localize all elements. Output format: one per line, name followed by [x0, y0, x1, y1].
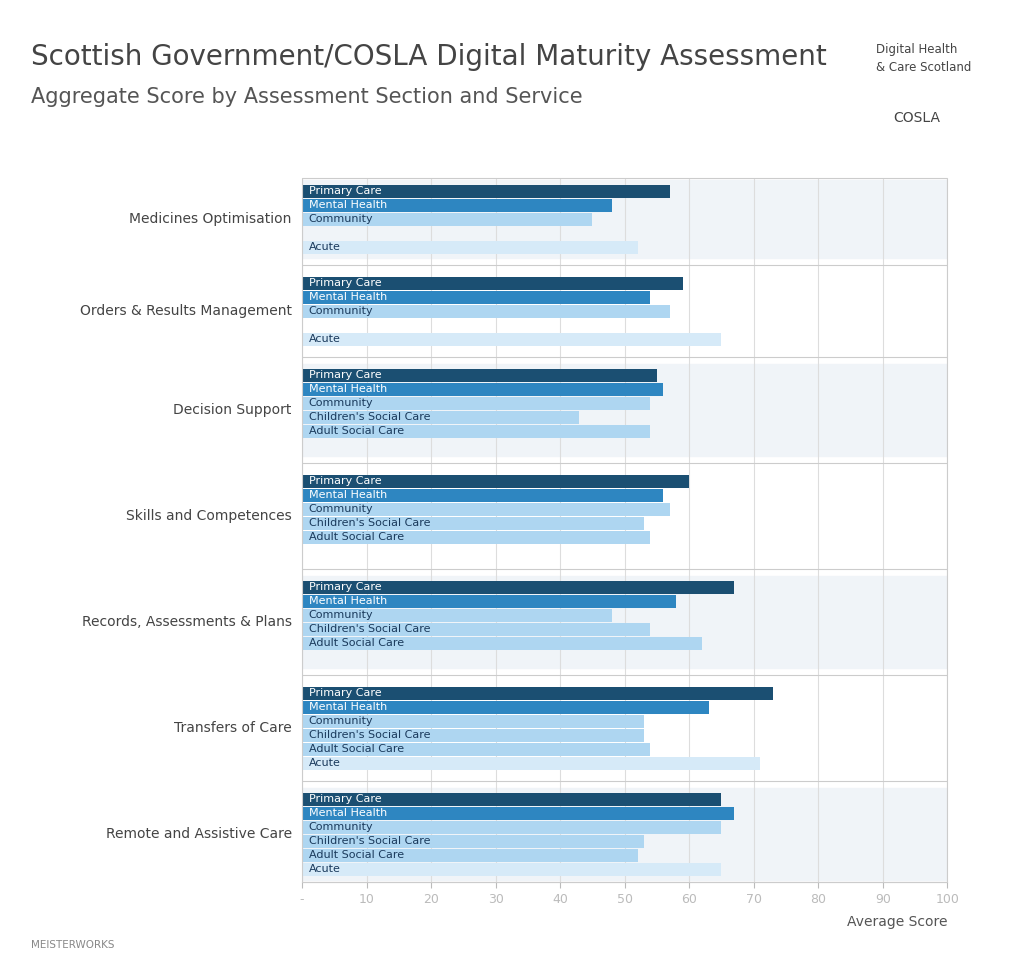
Text: Primary Care: Primary Care: [308, 476, 381, 487]
Bar: [302, 213, 592, 226]
Bar: [302, 503, 670, 516]
Bar: [302, 369, 657, 382]
Text: Mental Health: Mental Health: [308, 201, 387, 210]
Bar: [302, 489, 664, 502]
Text: Children's Social Care: Children's Social Care: [308, 519, 430, 528]
Text: Records, Assessments & Plans: Records, Assessments & Plans: [82, 615, 292, 629]
Text: Primary Care: Primary Care: [308, 582, 381, 592]
Text: Decision Support: Decision Support: [173, 403, 292, 417]
Bar: [302, 272, 947, 350]
Bar: [302, 581, 734, 594]
Bar: [302, 608, 611, 622]
Text: Mental Health: Mental Health: [308, 491, 387, 500]
Bar: [302, 835, 644, 847]
Text: Mental Health: Mental Health: [308, 385, 387, 394]
Bar: [302, 686, 773, 700]
Text: Community: Community: [308, 504, 373, 514]
Bar: [302, 199, 611, 212]
Bar: [302, 180, 947, 258]
Bar: [302, 333, 722, 346]
Bar: [302, 364, 947, 456]
Bar: [302, 792, 722, 806]
Bar: [302, 411, 580, 424]
Text: Mental Health: Mental Health: [308, 703, 387, 712]
Bar: [302, 383, 664, 396]
Bar: [302, 848, 638, 862]
Text: Digital Health
& Care Scotland: Digital Health & Care Scotland: [876, 43, 971, 74]
Text: Adult Social Care: Adult Social Care: [308, 638, 403, 648]
Text: Acute: Acute: [308, 335, 340, 344]
Text: Primary Care: Primary Care: [308, 279, 381, 288]
Text: Primary Care: Primary Care: [308, 370, 381, 381]
Text: Remote and Assistive Care: Remote and Assistive Care: [105, 827, 292, 842]
Text: Community: Community: [308, 822, 373, 832]
Bar: [302, 789, 947, 880]
Bar: [302, 305, 670, 318]
Text: Mental Health: Mental Health: [308, 597, 387, 606]
Text: COSLA: COSLA: [893, 111, 940, 125]
Text: Children's Social Care: Children's Social Care: [308, 836, 430, 846]
Bar: [302, 683, 947, 774]
Bar: [302, 530, 650, 544]
Bar: [302, 636, 702, 650]
Text: Mental Health: Mental Health: [308, 292, 387, 303]
Text: Primary Care: Primary Care: [308, 186, 381, 197]
Text: Acute: Acute: [308, 864, 340, 874]
Text: Community: Community: [308, 716, 373, 726]
Bar: [302, 185, 670, 198]
Bar: [302, 863, 722, 875]
Text: Adult Social Care: Adult Social Care: [308, 850, 403, 860]
Text: Community: Community: [308, 214, 373, 225]
Bar: [302, 701, 709, 713]
Bar: [302, 714, 644, 728]
Text: MEISTERWORKS: MEISTERWORKS: [31, 940, 115, 950]
Text: Children's Social Care: Children's Social Care: [308, 730, 430, 740]
Text: Skills and Competences: Skills and Competences: [126, 509, 292, 523]
Bar: [302, 757, 760, 769]
Bar: [302, 397, 650, 410]
Text: Primary Care: Primary Care: [308, 688, 381, 698]
Bar: [302, 576, 947, 668]
Text: Community: Community: [308, 398, 373, 409]
Bar: [302, 807, 734, 819]
Text: Community: Community: [308, 307, 373, 316]
Bar: [302, 820, 722, 834]
Text: Acute: Acute: [308, 758, 340, 768]
Text: Scottish Government/COSLA Digital Maturity Assessment: Scottish Government/COSLA Digital Maturi…: [31, 43, 826, 71]
Bar: [302, 425, 650, 438]
Bar: [302, 475, 689, 488]
Bar: [302, 470, 947, 562]
Text: Children's Social Care: Children's Social Care: [308, 625, 430, 634]
Text: Adult Social Care: Adult Social Care: [308, 744, 403, 754]
X-axis label: Average Score: Average Score: [847, 915, 947, 928]
Text: Adult Social Care: Adult Social Care: [308, 532, 403, 542]
Bar: [302, 277, 683, 290]
Bar: [302, 241, 638, 254]
Text: Mental Health: Mental Health: [308, 808, 387, 818]
Text: Primary Care: Primary Care: [308, 794, 381, 804]
Text: Acute: Acute: [308, 242, 340, 253]
Bar: [302, 729, 644, 741]
Text: Transfers of Care: Transfers of Care: [174, 721, 292, 736]
Bar: [302, 517, 644, 530]
Text: Community: Community: [308, 610, 373, 620]
Text: Medicines Optimisation: Medicines Optimisation: [129, 212, 292, 227]
Bar: [302, 742, 650, 756]
Bar: [302, 623, 650, 635]
Bar: [302, 595, 676, 608]
Text: Aggregate Score by Assessment Section and Service: Aggregate Score by Assessment Section an…: [31, 87, 583, 107]
Text: Orders & Results Management: Orders & Results Management: [80, 305, 292, 318]
Text: Adult Social Care: Adult Social Care: [308, 426, 403, 436]
Text: Children's Social Care: Children's Social Care: [308, 413, 430, 422]
Bar: [302, 291, 650, 304]
